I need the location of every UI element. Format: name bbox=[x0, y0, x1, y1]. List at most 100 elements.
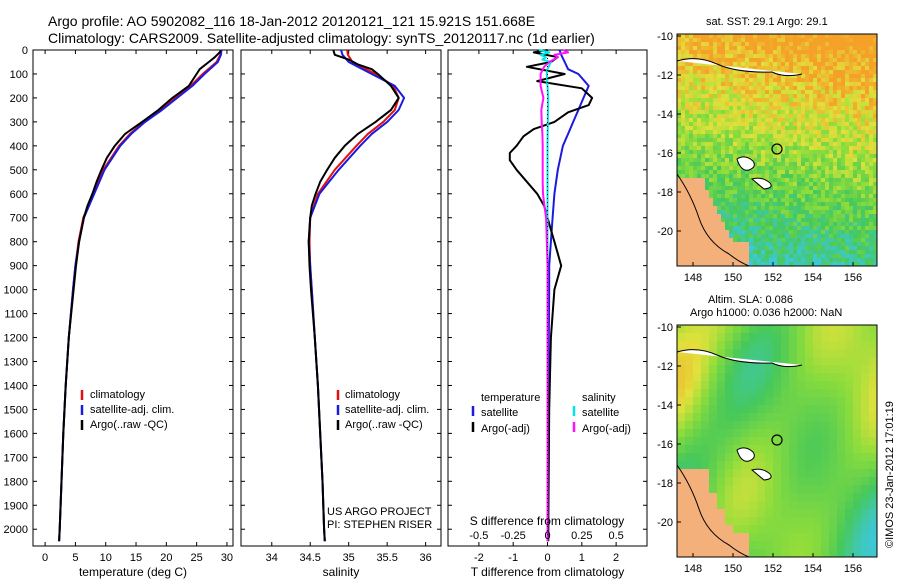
map-cell bbox=[713, 94, 718, 99]
map-cell bbox=[677, 445, 686, 454]
map-cell bbox=[685, 262, 690, 267]
map-cell bbox=[725, 230, 730, 235]
map-cell bbox=[773, 453, 782, 462]
map-cell bbox=[677, 234, 682, 239]
map-cell bbox=[733, 142, 738, 147]
map-cell bbox=[745, 214, 750, 219]
map-cell bbox=[797, 134, 802, 139]
map-cell bbox=[793, 86, 798, 91]
map-cell bbox=[793, 246, 798, 251]
map-cell bbox=[733, 118, 738, 123]
map-cell bbox=[693, 254, 698, 259]
new-guinea-coast bbox=[676, 349, 803, 368]
map-cell bbox=[833, 154, 838, 159]
map-cell bbox=[761, 154, 766, 159]
map-cell bbox=[681, 186, 686, 191]
map-cell bbox=[809, 182, 814, 187]
map-cell bbox=[797, 246, 802, 251]
map-cell bbox=[833, 78, 838, 83]
map-cell bbox=[753, 166, 758, 171]
map-cell bbox=[729, 78, 734, 83]
map-cell bbox=[721, 250, 726, 255]
map-cell bbox=[785, 62, 790, 67]
map-cell bbox=[693, 413, 702, 422]
map-cell bbox=[853, 242, 858, 247]
map-cell bbox=[857, 134, 862, 139]
map-cell bbox=[829, 373, 838, 382]
map-cell bbox=[741, 238, 746, 243]
map-cell bbox=[741, 186, 746, 191]
map-cell bbox=[713, 210, 718, 215]
map-cell bbox=[817, 258, 822, 263]
map-cell bbox=[681, 62, 686, 67]
map-cell bbox=[781, 94, 786, 99]
map-cell bbox=[857, 258, 862, 263]
map-cell bbox=[845, 202, 850, 207]
map-cell bbox=[693, 421, 702, 430]
map-cell bbox=[853, 54, 858, 59]
map-cell bbox=[825, 258, 830, 263]
map-cell bbox=[705, 254, 710, 259]
map-cell bbox=[797, 58, 802, 63]
map-cell bbox=[709, 102, 714, 107]
map-cell bbox=[705, 66, 710, 71]
map-cell bbox=[825, 50, 830, 55]
map-cell bbox=[809, 218, 814, 223]
map-cell bbox=[789, 186, 794, 191]
map-cell bbox=[717, 389, 726, 398]
map-cell bbox=[757, 210, 762, 215]
map-cell bbox=[821, 186, 826, 191]
map-cell bbox=[757, 246, 762, 251]
map-cell bbox=[853, 421, 862, 430]
map-cell bbox=[805, 38, 810, 43]
map-cell bbox=[753, 106, 758, 111]
map-cell bbox=[701, 178, 706, 183]
map-cell bbox=[813, 110, 818, 115]
map-cell bbox=[729, 98, 734, 103]
map-cell bbox=[725, 194, 730, 199]
diff-legend-sal-title: salinity bbox=[582, 392, 616, 404]
map-cell bbox=[725, 238, 730, 243]
map-cell bbox=[789, 142, 794, 147]
reef-island bbox=[736, 447, 755, 462]
map-cell bbox=[821, 102, 826, 107]
map-cell bbox=[797, 517, 806, 526]
map-cell bbox=[717, 122, 722, 127]
map-cell bbox=[829, 166, 834, 171]
map-cell bbox=[693, 146, 698, 151]
map-cell bbox=[773, 533, 782, 542]
map-cell bbox=[841, 174, 846, 179]
map-cell bbox=[869, 254, 874, 259]
map-cell bbox=[697, 194, 702, 199]
map-cell bbox=[849, 150, 854, 155]
map-cell bbox=[753, 110, 758, 115]
map-cell bbox=[845, 325, 854, 334]
map-cell bbox=[865, 254, 870, 259]
map-cell bbox=[873, 258, 878, 263]
map-cell bbox=[749, 150, 754, 155]
map-cell bbox=[797, 94, 802, 99]
map-cell bbox=[697, 190, 702, 195]
map-cell bbox=[873, 54, 878, 59]
map-cell bbox=[761, 94, 766, 99]
map-cell bbox=[793, 34, 798, 39]
map-cell bbox=[781, 154, 786, 159]
map-cell bbox=[717, 230, 722, 235]
map-cell bbox=[709, 445, 718, 454]
map-cell bbox=[861, 186, 866, 191]
map-cell bbox=[801, 182, 806, 187]
map-cell bbox=[725, 258, 730, 263]
map-cell bbox=[773, 477, 782, 486]
map-cell bbox=[845, 234, 850, 239]
map-cell bbox=[765, 82, 770, 87]
map-cell bbox=[845, 90, 850, 95]
map-cell bbox=[793, 134, 798, 139]
map-cell bbox=[685, 453, 694, 462]
map-cell bbox=[729, 42, 734, 47]
map-cell bbox=[829, 178, 834, 183]
map-cell bbox=[869, 238, 874, 243]
map-cell bbox=[773, 194, 778, 199]
map-cell bbox=[741, 114, 746, 119]
map-cell bbox=[801, 38, 806, 43]
map-cell bbox=[849, 170, 854, 175]
